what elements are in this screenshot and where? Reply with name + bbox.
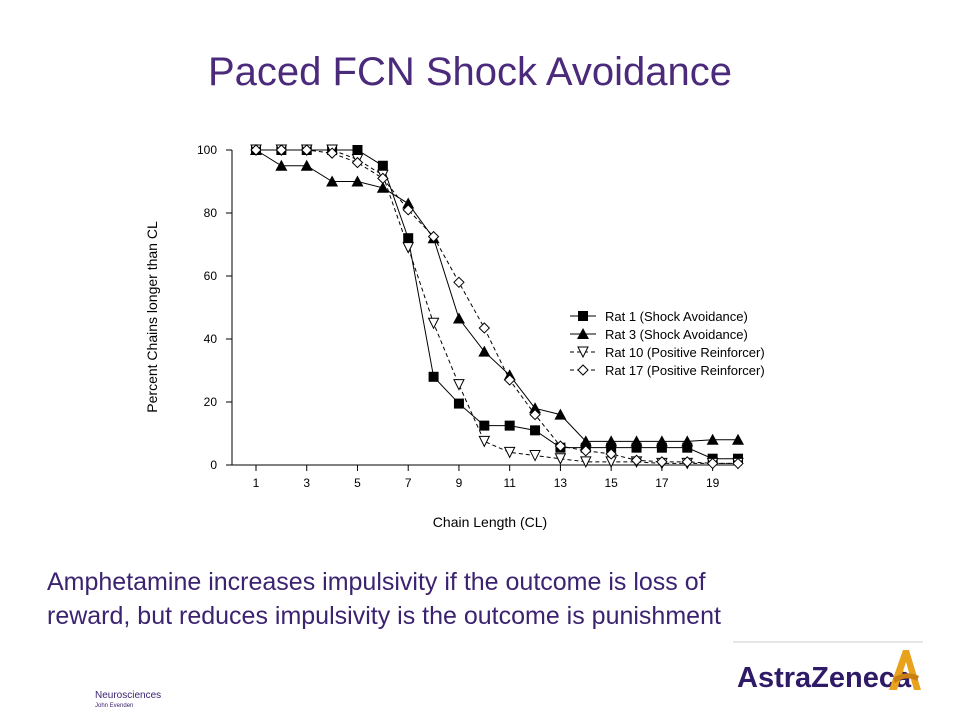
- data-point: [681, 456, 693, 468]
- data-point: [377, 172, 389, 185]
- legend-label: Rat 1 (Shock Avoidance): [605, 309, 748, 324]
- data-point: [503, 446, 516, 459]
- logo-wordmark: AstraZeneca: [737, 662, 912, 692]
- data-point: [351, 156, 364, 169]
- data-point: [580, 445, 592, 457]
- data-point: [352, 145, 363, 155]
- data-point: [630, 435, 643, 447]
- x-tick-label: 5: [354, 476, 361, 490]
- x-tick-label: 11: [503, 476, 516, 490]
- series-line: [256, 149, 738, 464]
- slide-title: Paced FCN Shock Avoidance: [207, 50, 732, 94]
- data-point: [275, 144, 288, 156]
- data-point: [402, 204, 414, 216]
- legend-label: Rat 3 (Shock Avoidance): [605, 327, 748, 342]
- series-line: [256, 149, 738, 460]
- data-point: [681, 435, 694, 447]
- data-point: [453, 379, 465, 391]
- data-point: [605, 435, 618, 447]
- data-point: [301, 144, 313, 156]
- data-point: [403, 233, 414, 244]
- data-point: [530, 425, 541, 436]
- series-line: [255, 149, 738, 442]
- y-tick-label: 60: [204, 269, 218, 283]
- data-point: [376, 181, 389, 193]
- data-point: [427, 317, 440, 330]
- legend-label: Rat 10 (Positive Reinforcer): [605, 345, 765, 360]
- data-point: [478, 345, 491, 357]
- data-point: [402, 242, 415, 254]
- data-point: [655, 435, 668, 447]
- legend-marker: [577, 364, 589, 376]
- legend-label: Rat 17 (Positive Reinforcer): [605, 363, 765, 378]
- footer-department: Neurosciences: [95, 690, 162, 701]
- y-tick-label: 80: [204, 206, 218, 220]
- series-line: [256, 149, 738, 464]
- data-point: [706, 433, 719, 445]
- data-point: [656, 442, 667, 453]
- data-point: [606, 442, 617, 453]
- data-point: [503, 374, 516, 386]
- data-point: [453, 398, 464, 409]
- x-tick-label: 19: [706, 476, 720, 490]
- caption-line-2: reward, but reduces impulsivity is the o…: [47, 602, 721, 630]
- data-point: [554, 453, 567, 465]
- x-axis-label: Chain Length (CL): [433, 514, 547, 530]
- data-point: [504, 420, 515, 431]
- data-point: [579, 435, 592, 447]
- data-point: [529, 408, 541, 421]
- x-tick-label: 3: [303, 476, 310, 490]
- data-point: [275, 159, 288, 171]
- data-point: [554, 440, 567, 452]
- y-tick-label: 40: [204, 332, 218, 346]
- footer-author: John Evenden: [95, 703, 134, 709]
- data-point: [554, 408, 567, 420]
- y-tick-label: 100: [197, 143, 217, 157]
- astrazeneca-logo: AstraZeneca: [733, 641, 923, 692]
- data-point: [428, 371, 439, 382]
- data-point: [326, 175, 339, 187]
- y-tick-label: 0: [210, 458, 217, 472]
- x-tick-label: 17: [655, 476, 669, 490]
- data-point: [529, 402, 542, 414]
- data-point: [630, 454, 643, 466]
- data-point: [479, 420, 490, 431]
- data-point: [300, 159, 313, 171]
- data-point: [605, 448, 617, 460]
- data-point: [706, 457, 719, 470]
- data-point: [478, 322, 491, 334]
- x-tick-label: 9: [456, 476, 463, 490]
- y-axis-label: Percent Chains longer than CL: [144, 221, 160, 413]
- legend-marker: [577, 328, 589, 339]
- x-tick-label: 1: [253, 476, 260, 490]
- legend-marker: [577, 346, 589, 359]
- data-point: [453, 276, 465, 289]
- x-tick-label: 13: [554, 476, 568, 490]
- caption-text: Amphetamine increases impulsivity if the…: [47, 565, 927, 633]
- caption-line-1: Amphetamine increases impulsivity if the…: [47, 568, 706, 596]
- x-tick-label: 7: [405, 476, 412, 490]
- data-point: [732, 457, 744, 470]
- logo-mark-icon: [889, 650, 921, 690]
- data-point: [377, 160, 388, 171]
- data-point: [656, 456, 668, 468]
- data-point: [631, 442, 642, 453]
- data-point: [452, 312, 465, 324]
- data-point: [682, 442, 693, 453]
- data-point: [478, 435, 491, 448]
- data-point: [732, 433, 744, 445]
- data-point: [351, 175, 364, 187]
- data-point: [402, 197, 415, 209]
- data-point: [250, 144, 262, 156]
- data-point: [326, 147, 338, 159]
- data-point: [427, 230, 440, 243]
- data-point: [579, 456, 592, 468]
- data-point: [529, 450, 541, 462]
- x-tick-label: 15: [604, 476, 618, 490]
- y-tick-label: 20: [204, 395, 218, 409]
- legend-marker: [578, 311, 588, 321]
